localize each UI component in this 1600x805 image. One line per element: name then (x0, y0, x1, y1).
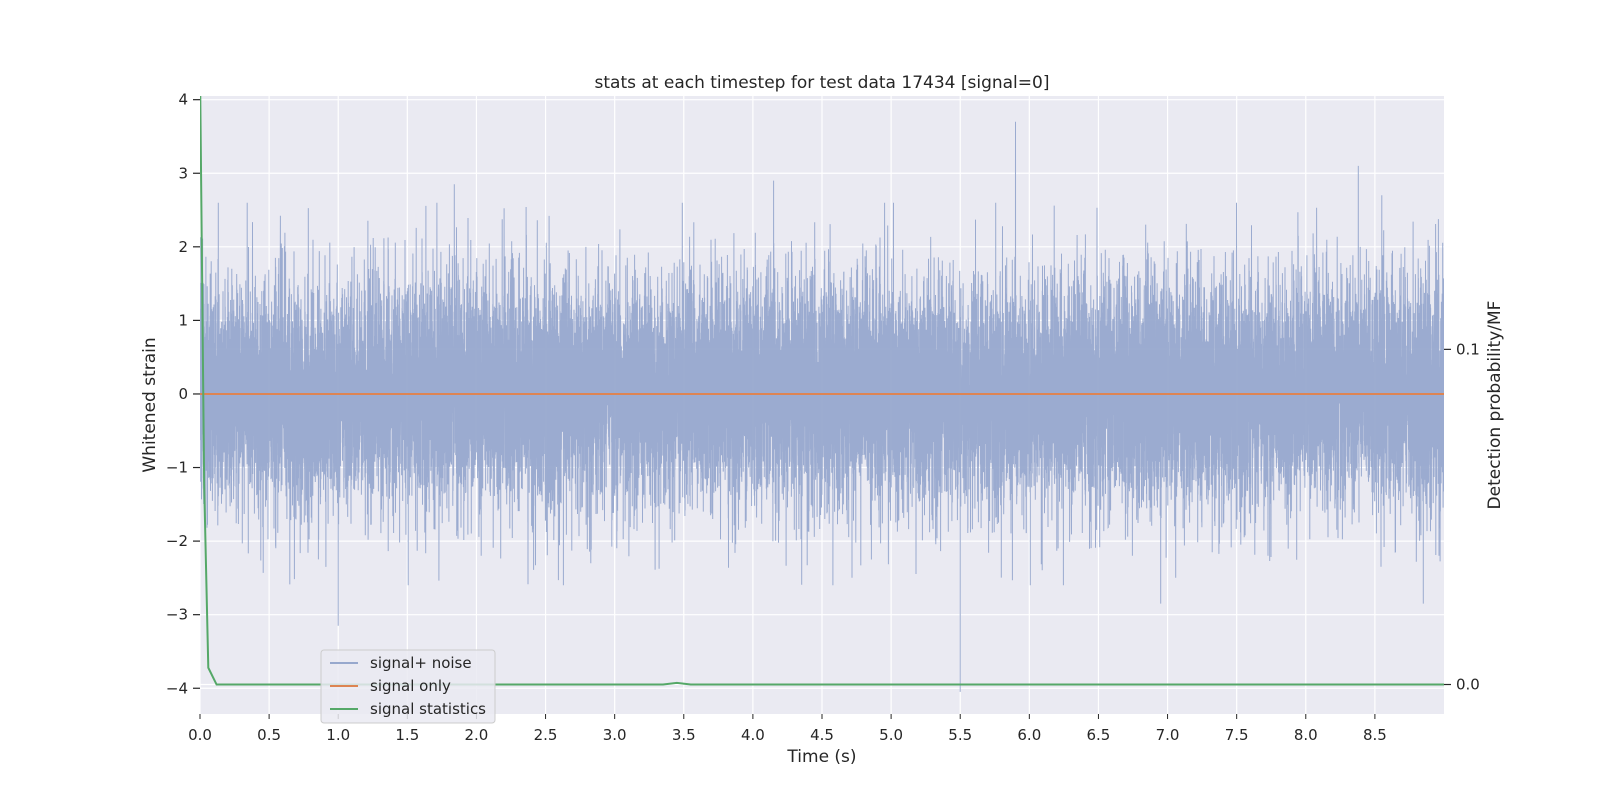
x-axis-label: Time (s) (786, 747, 856, 767)
x-tick-label: 7.5 (1225, 726, 1249, 744)
y-tick-label: −4 (166, 679, 188, 697)
y-axis-label: Whitened strain (140, 337, 160, 472)
x-tick-label: 1.0 (326, 726, 350, 744)
y-tick-label: 3 (178, 164, 188, 182)
x-tick-label: 2.0 (465, 726, 489, 744)
x-tick-label: 0.0 (188, 726, 212, 744)
x-tick-label: 2.5 (534, 726, 558, 744)
y2-tick-label: 0.0 (1456, 676, 1480, 694)
series-signal-noise-line (200, 121, 1444, 692)
y2-axis-label: Detection probability/MF (1485, 301, 1505, 510)
y-tick-label: 4 (178, 91, 188, 109)
x-tick-label: 3.0 (603, 726, 627, 744)
x-tick-label: 8.0 (1294, 726, 1318, 744)
legend-label-signal-statistics: signal statistics (370, 700, 486, 718)
axes: 0.0 0.5 1.0 1.5 2.0 2.5 3.0 3.5 4.0 4.5 5.0 5.5 6.0 6… (166, 91, 1480, 744)
y-tick-label: 0 (178, 385, 188, 403)
y2-tick-label: 0.1 (1456, 340, 1480, 358)
x-tick-label: 6.5 (1087, 726, 1111, 744)
y-tick-label: −2 (166, 532, 188, 550)
y-tick-label: −3 (166, 606, 188, 624)
x-tick-label: 5.5 (948, 726, 972, 744)
y-tick-label: 2 (178, 238, 188, 256)
legend-label-signal-only: signal only (370, 677, 451, 695)
y-tick-label: 1 (178, 311, 188, 329)
x-tick-label: 7.0 (1156, 726, 1180, 744)
x-tick-label: 4.0 (741, 726, 765, 744)
x-tick-label: 6.0 (1017, 726, 1041, 744)
x-tick-label: 0.5 (257, 726, 281, 744)
legend-label-signal-noise: signal+ noise (370, 654, 472, 672)
x-tick-label: 1.5 (395, 726, 419, 744)
x-tick-label: 3.5 (672, 726, 696, 744)
y-tick-label: −1 (166, 459, 188, 477)
x-tick-label: 5.0 (879, 726, 903, 744)
x-tick-label: 4.5 (810, 726, 834, 744)
legend-box (320, 649, 496, 724)
x-tick-label: 8.5 (1363, 726, 1387, 744)
chart-title: stats at each timestep for test data 174… (595, 73, 1050, 93)
legend: signal+ noise signal only signal statist… (320, 649, 496, 724)
